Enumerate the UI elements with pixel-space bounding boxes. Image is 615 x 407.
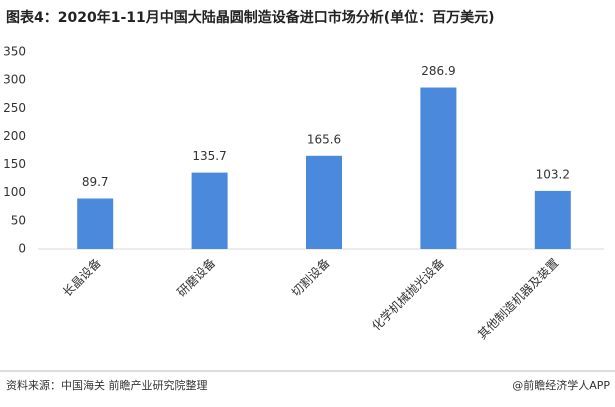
bar	[420, 87, 457, 249]
y-tick-label: 0	[18, 242, 26, 256]
y-tick-label: 50	[11, 213, 26, 227]
source: 资料来源：中国海关 前瞻产业研究院整理	[6, 378, 208, 392]
chart-title: 图表4：2020年1-11月中国大陆晶圆制造设备进口市场分析(单位：百万美元)	[6, 9, 495, 26]
value-label: 286.9	[421, 64, 455, 78]
value-label: 89.7	[82, 175, 109, 189]
x-tick-label: 化学机械抛光设备	[368, 255, 446, 333]
x-tick-label: 切割设备	[288, 255, 333, 300]
y-tick-label: 300	[3, 73, 26, 87]
x-tick-label: 其他制造机器及装置	[475, 256, 561, 342]
x-tick-label: 长晶设备	[60, 256, 104, 300]
y-tick-label: 150	[3, 157, 26, 171]
bar	[306, 155, 342, 249]
credit: @前瞻经济学人APP	[512, 378, 610, 392]
x-tick-label: 研磨设备	[174, 256, 218, 300]
bar	[191, 172, 228, 249]
y-tick-label: 200	[3, 129, 26, 143]
y-tick-label: 250	[3, 101, 26, 115]
y-tick-label: 350	[3, 45, 26, 59]
bar	[534, 190, 571, 249]
bar	[77, 198, 114, 249]
value-label: 135.7	[192, 149, 226, 163]
y-tick-label: 100	[3, 185, 26, 199]
value-label: 103.2	[536, 167, 570, 181]
value-label: 165.6	[307, 132, 341, 146]
